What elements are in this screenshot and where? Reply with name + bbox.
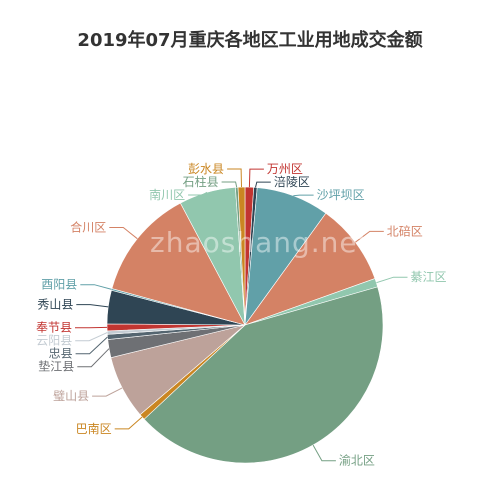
slice-label: 酉阳县 xyxy=(41,278,77,292)
pie-slice xyxy=(244,212,376,326)
label-leader-line xyxy=(80,284,112,290)
label-leader-line xyxy=(248,168,264,188)
label-leader-line xyxy=(114,416,143,430)
pie-slices xyxy=(106,186,384,464)
slice-label: 合川区 xyxy=(70,219,106,234)
label-leader-line xyxy=(75,332,108,342)
slice-label: 忠县 xyxy=(49,347,73,361)
slice-label: 万州区 xyxy=(267,162,303,176)
slice-label: 奉节县 xyxy=(36,321,72,335)
label-leader-line xyxy=(312,444,336,462)
pie-slice xyxy=(143,286,384,464)
slice-label: 巴南区 xyxy=(76,421,112,436)
slice-label: 渝北区 xyxy=(339,453,375,468)
label-leader-line xyxy=(293,194,314,197)
slice-label: 垫江县 xyxy=(38,359,74,374)
slice-label: 南川区 xyxy=(149,187,185,202)
slice-label: 北碚区 xyxy=(387,223,423,238)
slice-label: 沙坪坝区 xyxy=(317,188,365,202)
slice-label: 石柱县 xyxy=(183,174,219,189)
chart-title: 2019年07月重庆各地区工业用地成交金额 xyxy=(77,30,423,51)
pie-slice xyxy=(237,186,246,326)
slice-label: 秀山县 xyxy=(37,298,73,312)
label-leader-line xyxy=(76,304,109,308)
pie-slice xyxy=(111,202,246,326)
label-leader-line xyxy=(188,191,208,196)
label-leader-line xyxy=(92,387,123,397)
label-leader-line xyxy=(255,181,271,188)
label-leader-line xyxy=(109,227,138,240)
slice-label: 綦江区 xyxy=(410,270,446,284)
label-leader-line xyxy=(376,276,408,284)
label-leader-line xyxy=(221,181,238,188)
label-leader-line xyxy=(77,348,110,368)
slice-label: 彭水县 xyxy=(188,162,224,176)
slice-label: 云阳县 xyxy=(36,334,72,348)
label-leader-line xyxy=(355,230,384,243)
slice-label: 涪陵区 xyxy=(274,174,310,189)
label-leader-line xyxy=(227,168,242,188)
label-leader-line xyxy=(75,336,108,355)
slice-label: 璧山县 xyxy=(53,388,89,403)
